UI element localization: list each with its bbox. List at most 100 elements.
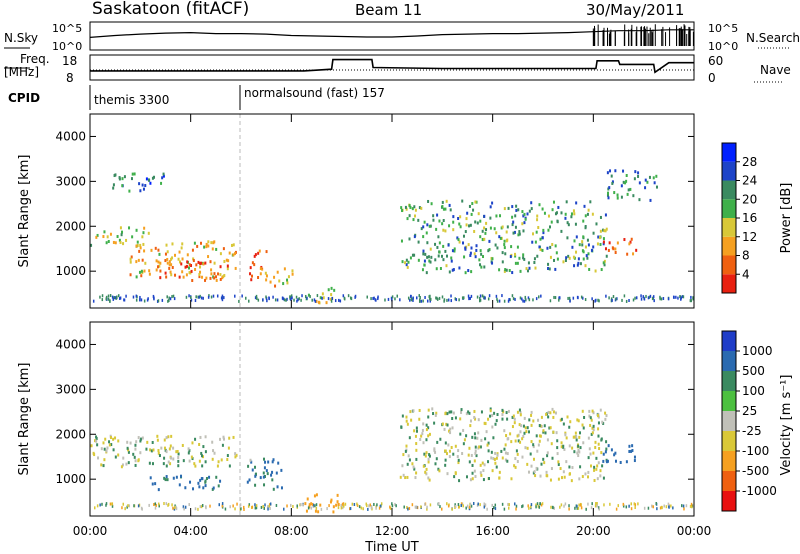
velocity-cell: [463, 438, 466, 442]
velocity-cell: [198, 485, 201, 489]
velocity-cell: [114, 455, 117, 459]
power-cell: [482, 238, 485, 242]
power-cell: [438, 219, 441, 223]
power-cell: [503, 269, 506, 273]
power-cell: [479, 298, 482, 302]
power-cell: [287, 275, 290, 279]
power-cell: [501, 251, 504, 255]
power-cell: [234, 252, 237, 256]
velocity-cell: [169, 462, 172, 466]
power-cell: [648, 175, 651, 179]
power-cell: [606, 171, 609, 175]
power-cell: [467, 294, 470, 298]
power-cell: [584, 225, 587, 229]
power-cell: [121, 177, 124, 181]
velocity-cell: [516, 460, 519, 464]
power-cell: [464, 271, 467, 275]
power-cell: [171, 256, 174, 260]
power-cell: [413, 253, 416, 257]
velocity-cell: [591, 409, 594, 413]
velocity-cell: [349, 507, 352, 511]
velocity-cell: [299, 503, 301, 507]
velocity-cell: [296, 504, 298, 508]
velocity-cell: [420, 434, 423, 438]
velocity-cell: [474, 449, 477, 453]
power-cell: [219, 252, 222, 256]
velocity-cell: [605, 414, 608, 418]
velocity-cell: [174, 504, 176, 508]
velocity-cell: [204, 484, 207, 488]
power-cell: [591, 212, 594, 216]
power-cell: [304, 294, 307, 298]
velocity-cell: [426, 507, 428, 511]
velocity-cell: [408, 458, 411, 462]
power-cell: [632, 252, 635, 256]
velocity-cell: [552, 415, 555, 419]
velocity-cell: [535, 505, 537, 509]
power-cell: [458, 240, 461, 244]
power-cell: [609, 169, 612, 173]
power-cell: [534, 266, 537, 270]
power-cell: [404, 261, 407, 265]
velocity-cell: [615, 507, 618, 511]
velocity-cell: [254, 483, 257, 487]
power-cell: [153, 296, 155, 300]
power-cell: [516, 261, 519, 265]
velocity-cell: [519, 413, 522, 417]
power-cell: [276, 298, 279, 302]
power-cell: [118, 238, 121, 242]
power-cell: [549, 225, 552, 229]
velocity-cell: [540, 462, 543, 466]
velocity-cell: [560, 417, 563, 421]
power-cell: [286, 278, 289, 282]
velocity-cell: [170, 434, 173, 438]
velocity-cell: [545, 412, 548, 416]
power-cell: [96, 233, 99, 237]
velocity-cell: [461, 502, 464, 506]
velocity-cell: [526, 462, 529, 466]
power-cell: [604, 213, 607, 217]
velocity-cell: [540, 415, 543, 419]
velocity-cell: [234, 507, 236, 511]
power-cell: [282, 282, 285, 286]
velocity-cell: [272, 487, 275, 491]
power-cell: [467, 269, 470, 273]
power-cell: [531, 240, 534, 244]
power-cell: [286, 281, 289, 285]
power-cell: [408, 237, 411, 241]
velocity-cell: [500, 449, 503, 453]
power-cell: [522, 256, 525, 260]
power-colorbar-label: Power [dB]: [779, 183, 794, 254]
power-cell: [606, 191, 609, 195]
power-cell: [475, 248, 478, 252]
colorbar-swatch: [722, 351, 736, 371]
power-cell: [463, 255, 466, 259]
velocity-cell: [105, 503, 107, 507]
power-cell: [128, 226, 131, 230]
velocity-cell: [406, 475, 409, 479]
power-cell: [250, 274, 253, 278]
velocity-cell: [167, 435, 170, 439]
velocity-cell: [111, 504, 114, 508]
velocity-cell: [254, 465, 257, 469]
velocity-cell: [342, 504, 345, 508]
power-cell: [171, 266, 174, 270]
velocity-cell: [157, 451, 160, 455]
velocity-cell: [614, 451, 617, 455]
power-cell: [622, 180, 625, 184]
velocity-cell: [172, 506, 174, 510]
power-cell: [692, 296, 694, 300]
power-cell: [188, 263, 191, 267]
power-cell: [526, 212, 529, 216]
power-cell: [659, 295, 661, 299]
velocity-cell: [213, 451, 216, 455]
power-cell: [511, 294, 514, 298]
velocity-cell: [475, 454, 478, 458]
power-cell: [123, 298, 125, 302]
velocity-cell: [577, 506, 580, 510]
velocity-cell: [184, 505, 187, 509]
velocity-cell: [506, 459, 509, 463]
power-cell: [117, 294, 120, 298]
y-tick-label: 3000: [55, 382, 86, 396]
velocity-cell: [312, 503, 315, 507]
